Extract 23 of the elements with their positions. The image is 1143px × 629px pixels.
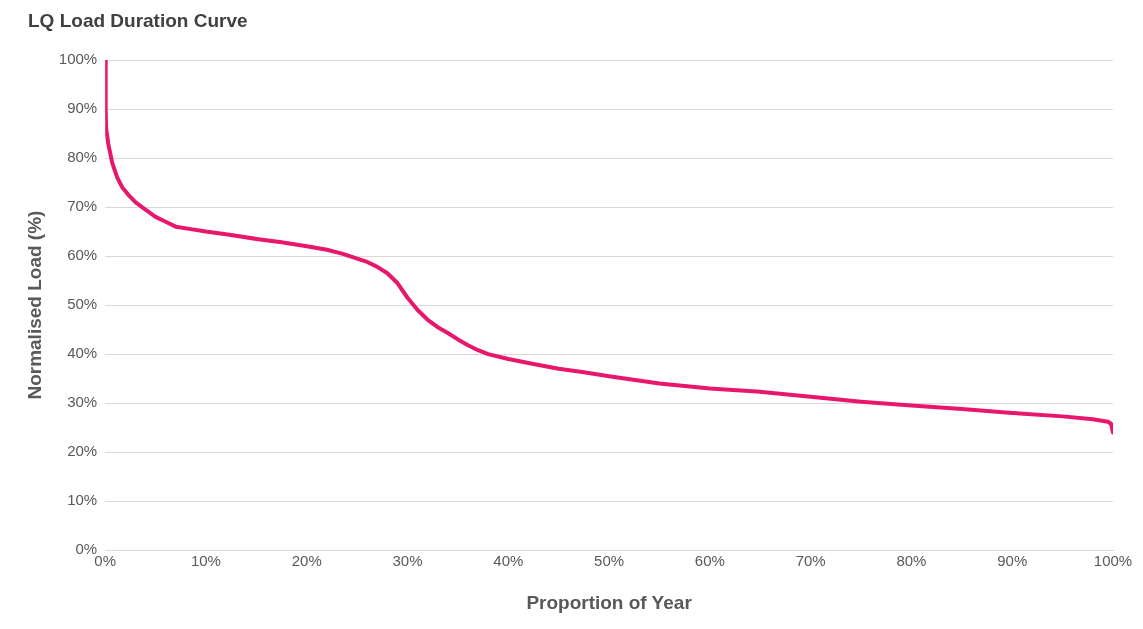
- x-tick-label: 40%: [493, 552, 524, 570]
- y-tick-label: 30%: [67, 393, 98, 411]
- x-tick-label: 90%: [997, 552, 1028, 570]
- x-tick-label: 80%: [896, 552, 927, 570]
- y-tick-label: 80%: [67, 148, 98, 166]
- chart-title: LQ Load Duration Curve: [28, 10, 248, 32]
- x-tick-label: 30%: [392, 552, 423, 570]
- x-tick-label: 100%: [1093, 552, 1133, 570]
- x-axis-title: Proportion of Year: [526, 591, 693, 613]
- y-tick-label: 60%: [67, 246, 98, 264]
- y-axis-title: Normalised Load (%): [23, 210, 45, 400]
- x-tick-label: 20%: [291, 552, 322, 570]
- x-tick-label: 50%: [594, 552, 625, 570]
- x-tick-label: 60%: [694, 552, 725, 570]
- y-tick-label: 100%: [58, 50, 98, 68]
- y-tick-label: 90%: [67, 99, 98, 117]
- y-tick-label: 50%: [67, 295, 98, 313]
- x-tick-label: 10%: [190, 552, 221, 570]
- y-tick-label: 20%: [67, 442, 98, 460]
- y-tick-label: 70%: [67, 197, 98, 215]
- y-tick-label: 40%: [67, 344, 98, 362]
- y-tick-label: 10%: [67, 491, 98, 509]
- x-tick-label: 70%: [795, 552, 826, 570]
